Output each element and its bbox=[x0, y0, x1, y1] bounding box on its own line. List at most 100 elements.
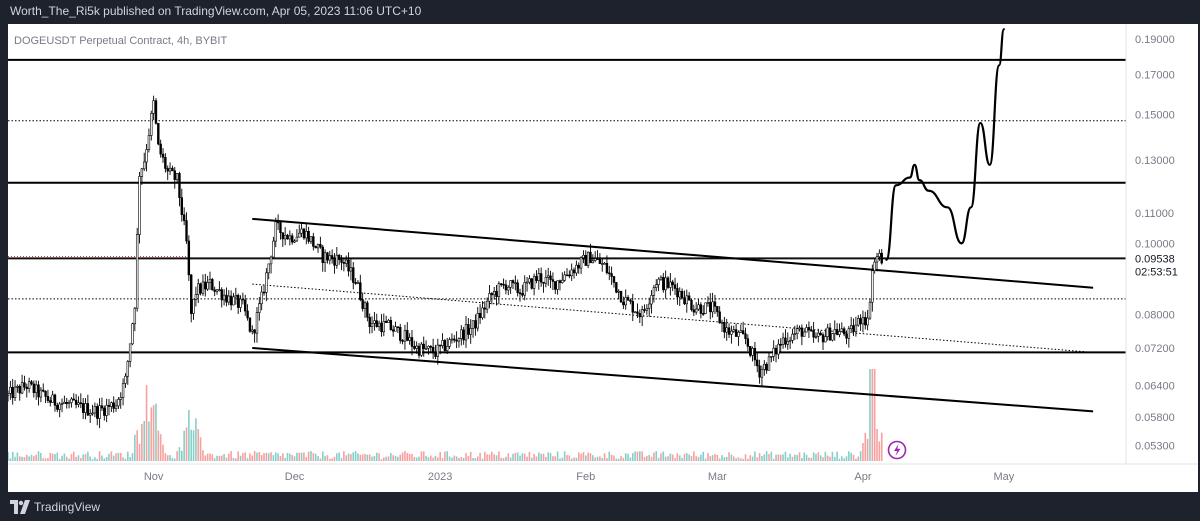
candle-body bbox=[819, 332, 822, 336]
candle-body bbox=[359, 282, 362, 300]
candle-body bbox=[521, 293, 524, 296]
candle-body bbox=[864, 317, 867, 326]
volume-bar bbox=[122, 457, 124, 461]
candle-body bbox=[145, 149, 148, 163]
volume-bar bbox=[620, 455, 622, 461]
candle-body bbox=[98, 405, 101, 419]
volume-bar bbox=[150, 407, 153, 461]
candle-body bbox=[143, 161, 146, 170]
candle-body bbox=[624, 297, 627, 306]
candle-body bbox=[706, 302, 710, 304]
candle-body bbox=[842, 328, 846, 335]
candle-body bbox=[206, 282, 209, 290]
volume-bar bbox=[408, 453, 411, 461]
candle-body bbox=[119, 397, 122, 400]
volume-bar bbox=[169, 455, 171, 461]
x-tick-label: May bbox=[993, 471, 1014, 483]
candle-body bbox=[847, 328, 851, 339]
candle-body bbox=[824, 336, 827, 343]
volume-bar bbox=[674, 458, 676, 461]
volume-bar bbox=[282, 453, 284, 461]
candle-body bbox=[300, 228, 303, 234]
candle-body bbox=[396, 326, 400, 328]
lightning-icon[interactable] bbox=[887, 440, 907, 460]
price-chart[interactable]: 0.19000 0.17000 0.15000 0.13000 0.11000 0.100… bbox=[8, 24, 1198, 492]
volume-bar bbox=[354, 451, 357, 461]
trendline[interactable] bbox=[252, 217, 1094, 289]
candle-body bbox=[401, 340, 404, 342]
volume-bar bbox=[317, 456, 319, 461]
candle-body bbox=[826, 327, 829, 337]
candle-body bbox=[749, 346, 752, 356]
volume-bar bbox=[310, 451, 312, 461]
volume-bar bbox=[568, 455, 571, 461]
volume-bar bbox=[218, 455, 221, 461]
volume-bar bbox=[101, 455, 103, 461]
volume-bar bbox=[235, 458, 237, 461]
volume-bar bbox=[72, 451, 75, 461]
candle-body bbox=[786, 340, 789, 345]
volume-bar bbox=[451, 457, 453, 461]
candle-body bbox=[269, 256, 273, 265]
candle-body bbox=[666, 277, 670, 288]
candle-body bbox=[483, 307, 486, 310]
candle-body bbox=[121, 383, 125, 398]
volume-bar bbox=[61, 455, 63, 461]
candle-body bbox=[495, 291, 498, 297]
volume-bar bbox=[230, 451, 232, 461]
volume-bar bbox=[190, 429, 193, 461]
candle-body bbox=[415, 345, 418, 349]
candle-body bbox=[504, 284, 508, 291]
candle-body bbox=[323, 252, 327, 264]
x-tick-label: Mar bbox=[708, 471, 727, 483]
volume-bar bbox=[876, 429, 878, 461]
volume-bar bbox=[307, 451, 310, 461]
projection-path[interactable] bbox=[885, 28, 1005, 261]
volume-bar bbox=[681, 457, 683, 461]
tradingview-brand[interactable]: TradingView bbox=[10, 498, 100, 516]
candle-body bbox=[873, 261, 876, 272]
candle-body bbox=[337, 254, 341, 260]
volume-bar bbox=[838, 458, 841, 461]
candle-body bbox=[537, 273, 541, 281]
volume-bar bbox=[314, 453, 317, 461]
candle-body bbox=[680, 290, 684, 299]
volume-bar bbox=[786, 457, 789, 461]
candle-body bbox=[709, 302, 712, 313]
candle-body bbox=[730, 330, 733, 335]
trendline[interactable] bbox=[252, 283, 1094, 353]
candle-body bbox=[161, 153, 165, 158]
candle-body bbox=[673, 284, 677, 289]
volume-bar bbox=[258, 452, 261, 461]
volume-bar bbox=[735, 458, 737, 461]
candle-body bbox=[333, 258, 336, 266]
volume-bar bbox=[848, 451, 850, 461]
candle-body bbox=[406, 330, 409, 341]
volume-bar bbox=[455, 456, 458, 461]
volume-bar bbox=[411, 453, 413, 461]
volume-bar bbox=[646, 455, 648, 461]
candle-body bbox=[180, 197, 184, 216]
candle-body bbox=[779, 343, 782, 346]
volume-bar bbox=[634, 451, 636, 461]
candle-body bbox=[321, 246, 324, 264]
footer-bar bbox=[0, 492, 1200, 521]
candle-body bbox=[178, 173, 181, 198]
chart-canvas[interactable]: 0.19000 0.17000 0.15000 0.13000 0.11000 0.100… bbox=[8, 24, 1198, 492]
candle-body bbox=[469, 328, 472, 335]
candle-body bbox=[502, 283, 505, 286]
candle-body bbox=[413, 346, 416, 349]
volume-bar bbox=[728, 452, 730, 461]
trendline[interactable] bbox=[252, 346, 1094, 413]
candle-body bbox=[767, 356, 771, 371]
volume-bar bbox=[732, 456, 735, 461]
candle-body bbox=[605, 262, 609, 274]
brand-name: TradingView bbox=[34, 500, 101, 514]
candle-body bbox=[694, 308, 698, 313]
volume-bar bbox=[427, 457, 430, 461]
candle-body bbox=[577, 264, 580, 269]
volume-bar bbox=[643, 456, 646, 461]
candle-body bbox=[241, 298, 245, 301]
volume-bar bbox=[390, 453, 392, 461]
candle-body bbox=[84, 403, 87, 413]
